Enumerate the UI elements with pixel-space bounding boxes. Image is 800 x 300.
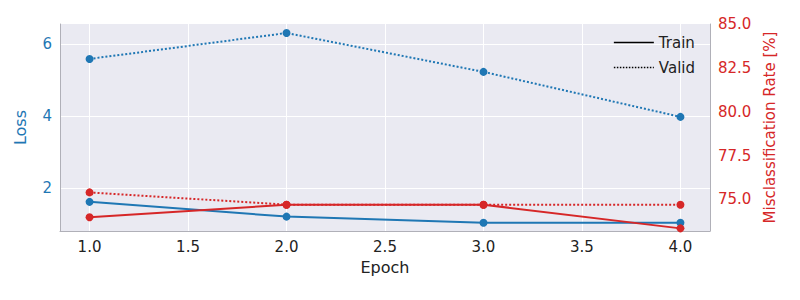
svg-text:Misclassification Rate [%]: Misclassification Rate [%] (761, 32, 779, 224)
svg-text:2.5: 2.5 (373, 238, 397, 256)
svg-text:Train: Train (658, 34, 695, 52)
svg-text:75.0: 75.0 (718, 190, 751, 208)
svg-text:6: 6 (42, 35, 52, 53)
svg-text:Epoch: Epoch (361, 258, 410, 277)
svg-text:Loss: Loss (11, 110, 30, 145)
svg-text:77.5: 77.5 (718, 147, 751, 165)
svg-text:2: 2 (42, 179, 52, 197)
svg-text:3.5: 3.5 (570, 238, 594, 256)
svg-text:4.0: 4.0 (669, 238, 693, 256)
svg-text:82.5: 82.5 (718, 59, 751, 77)
svg-text:Valid: Valid (659, 59, 695, 77)
svg-text:1.0: 1.0 (78, 238, 102, 256)
svg-text:80.0: 80.0 (718, 103, 751, 121)
svg-text:3.0: 3.0 (472, 238, 496, 256)
svg-text:85.0: 85.0 (718, 15, 751, 33)
svg-text:4: 4 (42, 107, 52, 125)
svg-text:2.0: 2.0 (275, 238, 299, 256)
svg-text:1.5: 1.5 (176, 238, 200, 256)
